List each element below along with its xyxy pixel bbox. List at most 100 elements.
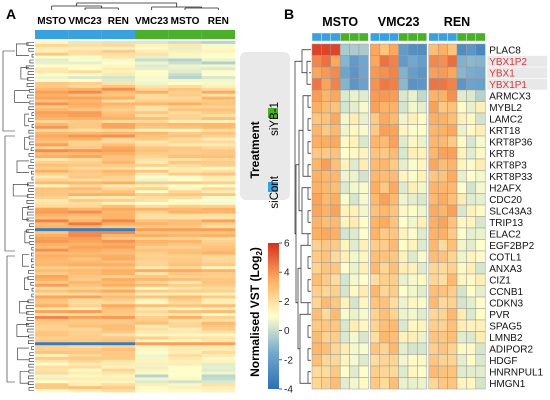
heatmap-cell (168, 362, 203, 367)
heatmap-cell (68, 184, 103, 188)
heatmap-cell (321, 112, 332, 125)
heatmap-cell (370, 285, 381, 298)
heatmap-cell (407, 181, 418, 194)
gene-label: CDC20 (489, 195, 522, 206)
heatmap-cell (135, 362, 169, 367)
heatmap-cell (135, 222, 169, 226)
heatmap-cell (201, 383, 236, 387)
heatmap-cell (447, 331, 458, 344)
heatmap-cell (68, 368, 103, 372)
heatmap-cell (330, 204, 341, 217)
heatmap-cell (201, 76, 236, 80)
heatmap-cell (370, 112, 381, 125)
heatmap-cell (68, 134, 103, 138)
heatmap-cell (349, 273, 360, 286)
heatmap-cell (358, 170, 369, 183)
heatmap-cell (358, 89, 369, 102)
heatmap-cell (135, 286, 169, 291)
heatmap-cell (168, 327, 203, 331)
treatment-cell (35, 30, 69, 39)
heatmap-cell (456, 204, 467, 217)
heatmap-cell (201, 134, 236, 138)
heatmap-cell (407, 78, 418, 91)
heatmap-cell (168, 321, 203, 326)
heatmap-cell (417, 273, 428, 286)
heatmap-cell (101, 313, 136, 317)
heatmap-cell (379, 124, 390, 137)
treatment-swatch-siyb1 (268, 108, 278, 118)
heatmap-cell (168, 87, 203, 92)
heatmap-cell (311, 66, 322, 79)
heatmap-cell (437, 124, 448, 137)
heatmap-cell (201, 310, 236, 314)
heatmap-cell (68, 70, 103, 74)
heatmap-cell (201, 298, 236, 302)
heatmap-cell (330, 262, 341, 275)
heatmap-cell (339, 89, 350, 102)
heatmap-cell (388, 296, 399, 309)
heatmap-cell (475, 147, 486, 160)
heatmap-cell (330, 170, 341, 183)
heatmap-cell (101, 117, 136, 121)
heatmap-cell (417, 101, 428, 114)
heatmap-cell (68, 204, 103, 209)
heatmap-cell (135, 201, 169, 206)
heatmap-cell (135, 99, 169, 103)
heatmap-cell (201, 222, 236, 226)
heatmap-cell (35, 277, 69, 282)
heatmap-cell (456, 89, 467, 102)
heatmap-cell (437, 135, 448, 148)
heatmap-cell (466, 112, 477, 125)
heatmap-cell (417, 135, 428, 148)
heatmap-cell (168, 114, 203, 118)
colorscale-tick-label: -4 (284, 385, 293, 396)
heatmap-cell (358, 285, 369, 298)
heatmap-cell (101, 122, 136, 127)
heatmap-cell (370, 331, 381, 344)
heatmap-cell (201, 377, 236, 381)
heatmap-cell (201, 374, 236, 378)
heatmap-cell (135, 204, 169, 209)
heatmap-cell (135, 368, 169, 372)
heatmap-cell (135, 90, 169, 95)
heatmap-cell (417, 308, 428, 321)
heatmap-cell (68, 160, 103, 165)
heatmap-cell (379, 377, 390, 390)
heatmap-cell (456, 296, 467, 309)
heatmap-cell (311, 319, 322, 332)
heatmap-cell (68, 389, 103, 393)
heatmap-cell (168, 128, 203, 133)
heatmap-cell (168, 383, 203, 387)
heatmap-cell (101, 187, 136, 191)
heatmap-cell (428, 239, 439, 252)
heatmap-cell (68, 280, 103, 285)
heatmap-cell (398, 135, 409, 148)
gene-label: EGF2BP2 (489, 241, 534, 252)
heatmap-cell (101, 204, 136, 209)
heatmap-cell (456, 308, 467, 321)
heatmap-cell (475, 112, 486, 125)
heatmap-cell (330, 377, 341, 390)
heatmap-cell (35, 339, 69, 343)
heatmap-cell (101, 64, 136, 68)
heatmap-cell (101, 196, 136, 200)
heatmap-cell (339, 262, 350, 275)
heatmap-cell (135, 257, 169, 261)
heatmap-cell (135, 114, 169, 118)
gene-label: HDGF (489, 356, 517, 367)
heatmap-cell (35, 377, 69, 381)
heatmap-cell (35, 87, 69, 92)
heatmap-cell (379, 216, 390, 229)
heatmap-cell (101, 383, 136, 387)
heatmap-cell (398, 342, 409, 355)
heatmap-cell (201, 114, 236, 118)
heatmap-cell (475, 55, 486, 68)
heatmap-cell (379, 55, 390, 68)
heatmap-cell (456, 250, 467, 263)
treatment-cell (447, 32, 458, 42)
heatmap-cell (388, 216, 399, 229)
heatmap-cell (101, 257, 136, 261)
heatmap-cell (201, 242, 236, 247)
heatmap-cell (428, 66, 439, 79)
heatmap-cell (370, 342, 381, 355)
